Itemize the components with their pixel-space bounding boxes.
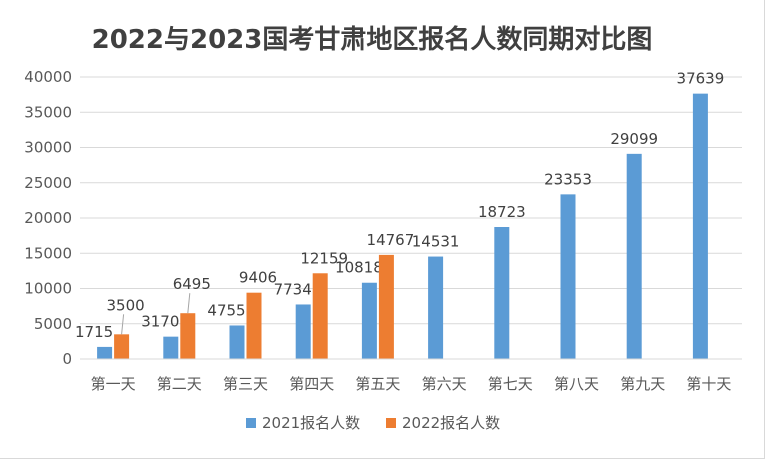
data-label: 3170 xyxy=(141,313,179,331)
legend-swatch xyxy=(246,418,256,428)
data-label: 23353 xyxy=(544,170,592,188)
data-label: 1715 xyxy=(75,323,113,341)
bar-series-1-第六天 xyxy=(428,256,444,359)
data-label: 3500 xyxy=(107,296,145,314)
x-tick-label: 第五天 xyxy=(355,375,400,393)
data-label: 14531 xyxy=(412,233,460,251)
data-label: 18723 xyxy=(478,203,526,221)
x-tick-label: 第八天 xyxy=(554,375,599,393)
label-leader-line xyxy=(187,293,191,314)
data-label: 37639 xyxy=(677,70,725,88)
x-tick-label: 第十天 xyxy=(686,375,731,393)
label-leader-line xyxy=(121,314,125,335)
y-tick-label: 15000 xyxy=(24,244,72,262)
data-label: 4755 xyxy=(207,301,245,319)
bar-series-2-第四天 xyxy=(312,273,328,359)
y-tick-label: 30000 xyxy=(24,139,72,157)
data-label: 9406 xyxy=(239,269,277,287)
data-label: 10818 xyxy=(335,259,383,277)
x-tick-label: 第一天 xyxy=(91,375,136,393)
bar-series-1-第五天 xyxy=(361,282,377,359)
data-label: 7734 xyxy=(274,280,312,298)
bar-series-2-第三天 xyxy=(246,292,262,359)
legend-swatch xyxy=(386,418,396,428)
chart-title: 2022与2023国考甘肃地区报名人数同期对比图 xyxy=(92,24,653,55)
x-tick-label: 第九天 xyxy=(620,375,665,393)
y-tick-label: 5000 xyxy=(34,315,72,333)
bars: 1715 3170 4755 7734 10818 14531 18723 23353 2909… xyxy=(75,70,724,359)
bar-series-2-第二天 xyxy=(180,313,196,359)
bar-series-2-第五天 xyxy=(378,254,394,359)
y-tick-label: 0 xyxy=(62,350,72,368)
bar-series-1-第一天 xyxy=(97,346,113,359)
x-axis: 第一天 第二天 第三天 第四天 第五天 第六天 第七天 第八天 第九天 第十天 xyxy=(80,358,742,393)
legend: 2021报名人数 2022报名人数 xyxy=(246,414,500,432)
bar-series-1-第四天 xyxy=(295,304,311,359)
bar-series-1-第八天 xyxy=(560,194,576,359)
bar-series-2-第一天 xyxy=(114,334,130,359)
y-tick-label: 10000 xyxy=(24,280,72,298)
data-label: 12159 xyxy=(300,249,348,267)
y-axis: 0 5000 10000 15000 20000 25000 30000 35000 40000 xyxy=(24,68,72,368)
y-tick-label: 40000 xyxy=(24,68,72,86)
bar-series-1-第九天 xyxy=(626,153,642,359)
legend-label: 2021报名人数 xyxy=(262,414,360,432)
data-label: 6495 xyxy=(173,275,211,293)
bar-series-1-第十天 xyxy=(692,93,708,359)
bar-series-1-第二天 xyxy=(163,336,179,359)
data-label: 29099 xyxy=(610,130,658,148)
data-label: 14767 xyxy=(367,231,415,249)
x-tick-label: 第六天 xyxy=(422,375,467,393)
legend-label: 2022报名人数 xyxy=(402,414,500,432)
x-tick-label: 第二天 xyxy=(157,375,202,393)
y-tick-label: 20000 xyxy=(24,209,72,227)
y-tick-label: 35000 xyxy=(24,103,72,121)
x-tick-label: 第四天 xyxy=(289,375,334,393)
y-tick-label: 25000 xyxy=(24,174,72,192)
bar-series-1-第七天 xyxy=(494,227,510,359)
x-tick-label: 第三天 xyxy=(223,375,268,393)
x-tick-label: 第七天 xyxy=(488,375,533,393)
bar-series-1-第三天 xyxy=(229,325,245,359)
